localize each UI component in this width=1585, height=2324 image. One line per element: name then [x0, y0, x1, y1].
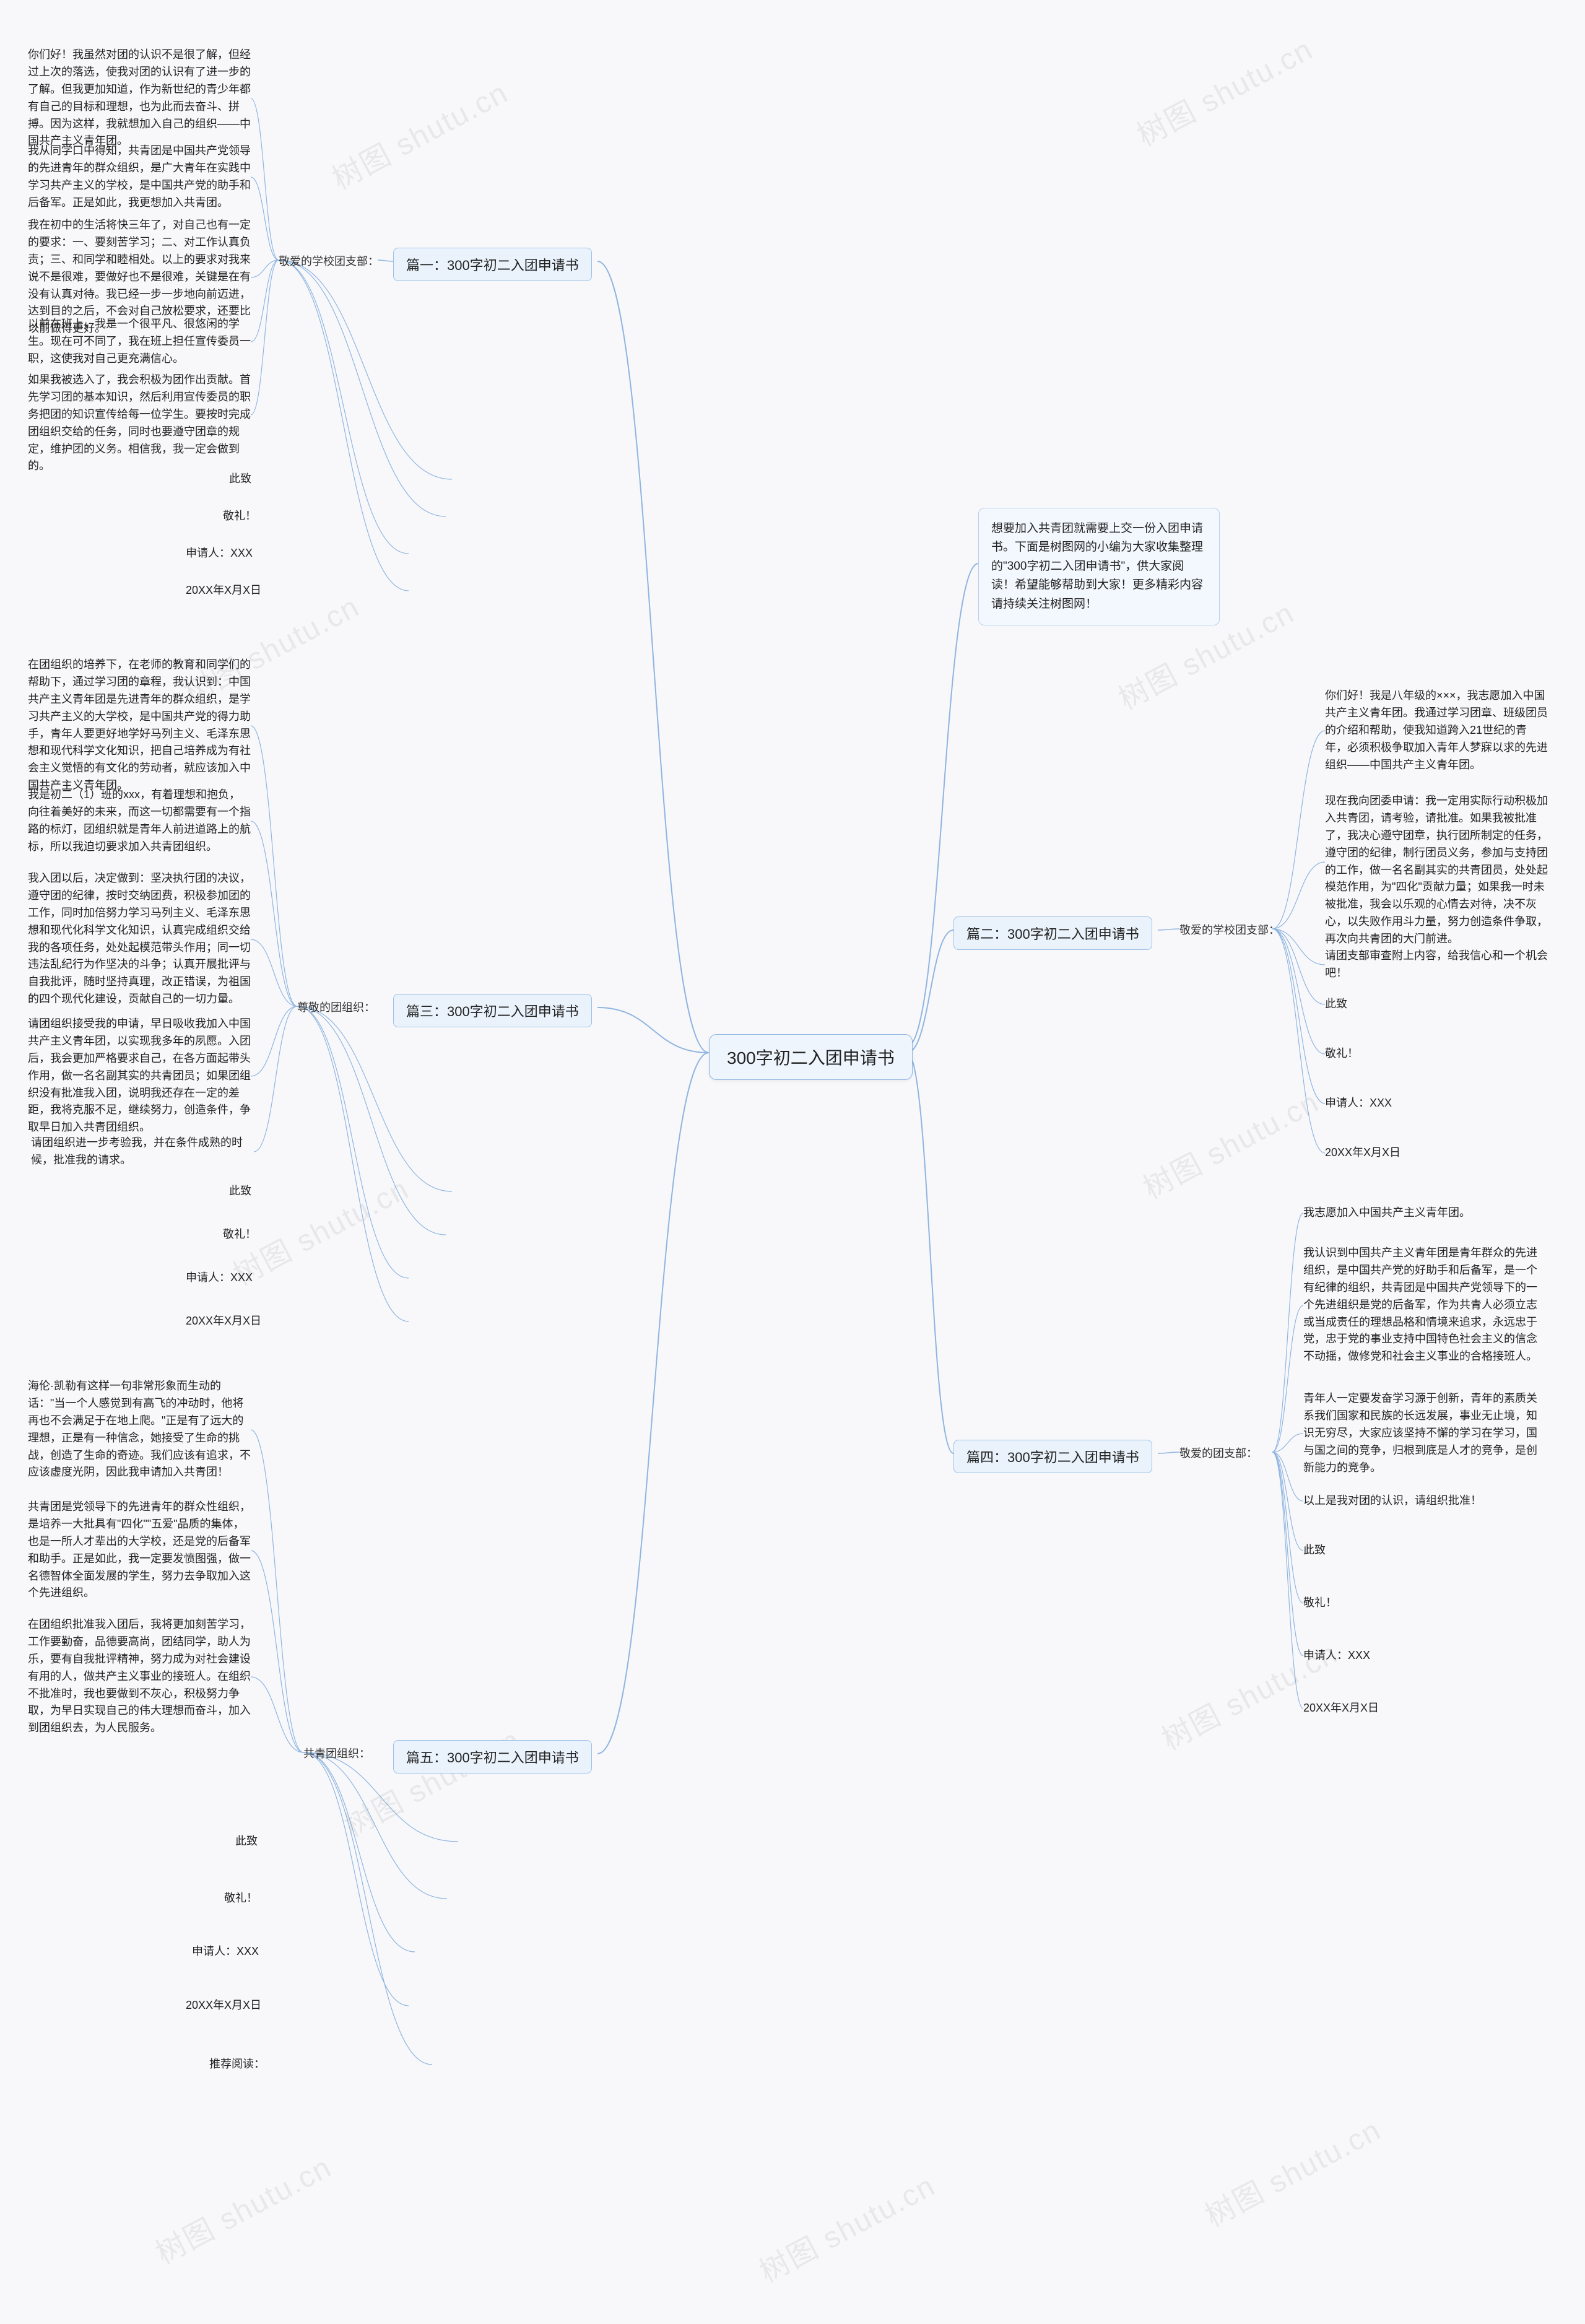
leaf-text: 在团组织的培养下，在老师的教育和同学们的帮助下，通过学习团的章程，我认识到：中国… [28, 656, 251, 794]
mindmap-canvas: 树图 shutu.cn 树图 shutu.cn 树图 shutu.cn 树图 shut… [0, 0, 1585, 2324]
leaf-text: 我是初二（1）班的xxx，有着理想和抱负，向往着美好的未来，而这一切都需要有一个… [28, 786, 251, 856]
center-node: 300字初二入团申请书 [709, 1034, 913, 1080]
leaf-text: 敬礼！ [223, 1226, 446, 1243]
leaf-text: 在团组织批准我入团后，我将更加刻苦学习，工作要勤奋，品德要高尚，团结同学，助人为… [28, 1616, 251, 1737]
intro-box: 想要加入共青团就需要上交一份入团申请书。下面是树图网的小编为大家收集整理的"30… [978, 508, 1220, 625]
branch-node-b1: 篇一：300字初二入团申请书 [393, 248, 592, 281]
branch-node-b2: 篇二：300字初二入团申请书 [953, 916, 1152, 950]
leaf-text: 现在我向团委申请：我一定用实际行动积极加入共青团，请考验，请批准。如果我被批准了… [1325, 793, 1554, 948]
leaf-text: 以上是我对团的认识，请组织批准！ [1303, 1492, 1532, 1510]
leaf-text: 此致 [235, 1833, 458, 1850]
leaf-text: 20XX年X月X日 [186, 582, 409, 599]
leaf-text: 申请人：XXX [192, 1943, 415, 1961]
watermark: 树图 shutu.cn [1134, 1078, 1326, 1208]
branch-node-b4: 篇四：300字初二入团申请书 [953, 1440, 1152, 1473]
leaf-text: 20XX年X月X日 [1325, 1144, 1548, 1162]
watermark: 树图 shutu.cn [147, 2143, 338, 2273]
watermark: 树图 shutu.cn [323, 69, 515, 198]
leaf-text: 此致 [1303, 1542, 1526, 1559]
leaf-text: 申请人：XXX [186, 1269, 409, 1287]
leaf-text: 我入团以后，决定做到：坚决执行团的决议，遵守团的纪律，按时交纳团费，积极参加团的… [28, 870, 251, 1008]
leaf-text: 20XX年X月X日 [186, 1997, 409, 2014]
leaf-text: 如果我被选入了，我会积极为团作出贡献。首先学习团的基本知识，然后利用宣传委员的职… [28, 372, 251, 475]
watermark: 树图 shutu.cn [750, 2162, 942, 2291]
leaf-text: 我认识到中国共产主义青年团是青年群众的先进组织，是中国共产党的好助手和后备军，是… [1303, 1245, 1548, 1365]
leaf-text: 敬礼！ [224, 1890, 447, 1907]
branch-sublabel-b5: 共青团组织： [303, 1745, 370, 1761]
leaf-text: 我从同学口中得知，共青团是中国共产党领导的先进青年的群众组织，是广大青年在实践中… [28, 142, 251, 212]
leaf-text: 20XX年X月X日 [1303, 1700, 1526, 1717]
leaf-text: 我志愿加入中国共产主义青年团。 [1303, 1204, 1526, 1222]
branch-node-b5: 篇五：300字初二入团申请书 [393, 1740, 592, 1773]
watermark: 树图 shutu.cn [1196, 2106, 1387, 2235]
leaf-text: 敬礼！ [223, 508, 446, 525]
branch-sublabel-b4: 敬爱的团支部： [1179, 1445, 1257, 1461]
leaf-text: 你们好！我虽然对团的认识不是很了解，但经过上次的落选，使我对团的认识有了进一步的… [28, 46, 251, 150]
leaf-text: 海伦·凯勒有这样一句非常形象而生动的话："当一个人感觉到有高飞的冲动时，他将再也… [28, 1378, 251, 1481]
leaf-text: 共青团是党领导下的先进青年的群众性组织，是培养一大批具有"四化""五爱"品质的集… [28, 1499, 251, 1602]
leaf-text: 青年人一定要发奋学习源于创新，青年的素质关系我们国家和民族的长远发展，事业无止境… [1303, 1390, 1548, 1476]
leaf-text: 申请人：XXX [1303, 1647, 1526, 1665]
leaf-text: 此致 [229, 1183, 452, 1200]
branch-node-b3: 篇三：300字初二入团申请书 [393, 994, 592, 1027]
branch-sublabel-b3: 尊敬的团组织： [297, 999, 375, 1015]
leaf-text: 请团组织进一步考验我，并在条件成熟的时候，批准我的请求。 [31, 1134, 254, 1169]
watermark: 树图 shutu.cn [336, 1716, 527, 1845]
watermark: 树图 shutu.cn [1128, 25, 1319, 155]
leaf-text: 请团支部审查附上内容，给我信心和一个机会吧！ [1325, 947, 1548, 982]
branch-sublabel-b1: 敬爱的学校团支部： [279, 253, 379, 269]
leaf-text: 以前在班上，我是一个很平凡、很悠闲的学生。现在可不同了，我在班上担任宣传委员一职… [28, 316, 251, 368]
leaf-text: 申请人：XXX [186, 545, 409, 562]
leaf-text: 推荐阅读： [209, 2056, 432, 2073]
branch-sublabel-b2: 敬爱的学校团支部： [1179, 921, 1280, 938]
leaf-text: 敬礼！ [1325, 1045, 1548, 1063]
leaf-text: 此致 [1325, 996, 1548, 1013]
leaf-text: 请团组织接受我的申请，早日吸收我加入中国共产主义青年团，以实现我多年的夙愿。入团… [28, 1016, 251, 1136]
leaf-text: 此致 [229, 471, 452, 488]
leaf-text: 申请人：XXX [1325, 1095, 1548, 1112]
leaf-text: 20XX年X月X日 [186, 1313, 409, 1330]
leaf-text: 你们好！我是八年级的×××，我志愿加入中国共产主义青年团。我通过学习团章、班级团… [1325, 687, 1548, 773]
leaf-text: 敬礼！ [1303, 1595, 1526, 1612]
